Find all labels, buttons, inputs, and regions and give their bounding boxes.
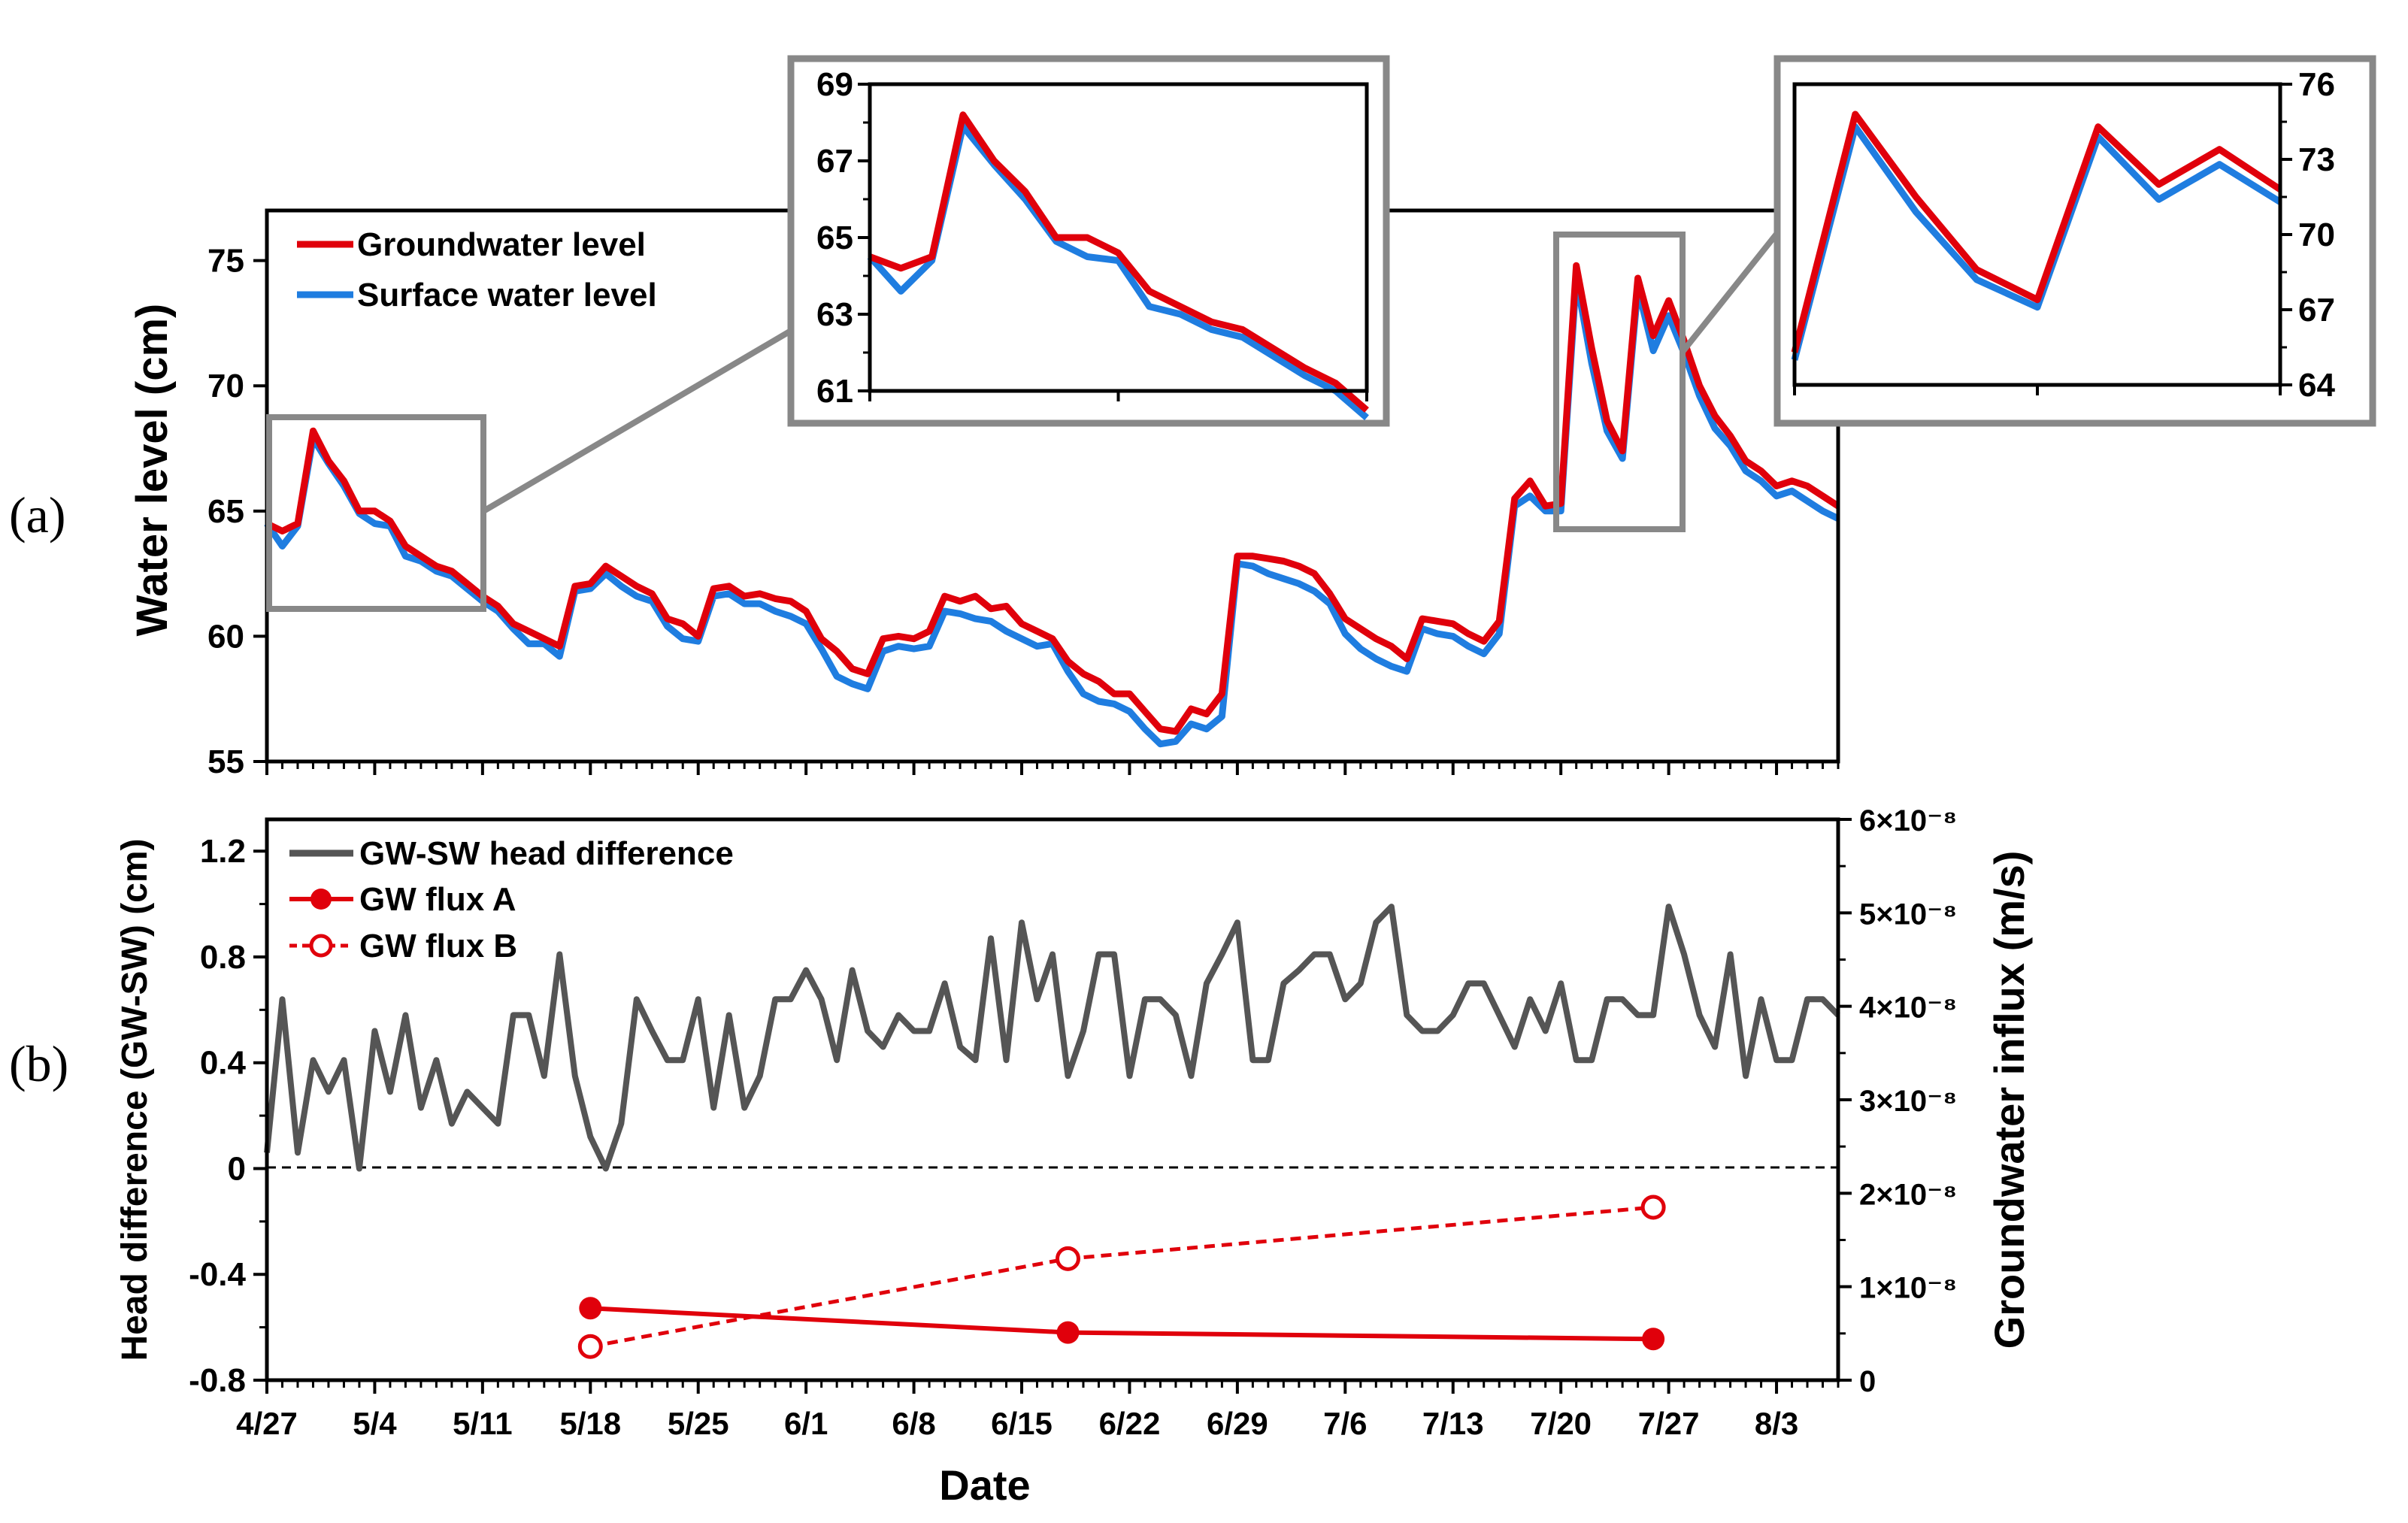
flux-a-point: [1056, 1321, 1080, 1344]
series-head-difference-line: [264, 904, 1840, 1172]
panel-a-label: (a): [9, 486, 65, 543]
y-tick-label: -0.8: [189, 1362, 246, 1399]
inset-1-groundwater-line: [868, 111, 1369, 413]
panel-b-y-label: Head difference (GW-SW) (cm): [115, 838, 155, 1361]
x-tick-label: 6/22: [1099, 1406, 1161, 1441]
x-tick-label: 5/25: [668, 1406, 729, 1441]
x-tick-label: 7/27: [1638, 1406, 1700, 1441]
inset-2-axes: 64 67 70 73 76: [1793, 66, 2335, 404]
x-tick-label: 5/11: [453, 1406, 512, 1441]
inset-2-groundwater-line: [1791, 111, 2282, 353]
inset-y-tick-label: 76: [2298, 66, 2335, 103]
series-groundwater-line: [265, 262, 1840, 735]
y-tick-label: 0.4: [200, 1045, 247, 1082]
y-right-tick-label: 4×10⁻⁸: [1859, 992, 1957, 1025]
panel-b-x-axis: 4/27 5/4 5/11 5/18 5/25 6/1 6/8 6/15 6/22 6/29 7/6…: [236, 1380, 1840, 1441]
flux-b-point: [577, 1334, 603, 1359]
inset-1-series: [867, 111, 1369, 421]
inset-1: 61 63 65 67 69: [787, 55, 1390, 427]
panel-a-series: [264, 262, 1840, 748]
panel-b-chart: -0.8 -0.4 0 0.4 0.8 1.2 0 1×10⁻⁸ 2×10⁻⁸ 3×10⁻⁸ 4×…: [115, 804, 2033, 1509]
x-tick-label: 8/3: [1755, 1406, 1798, 1441]
panel-b-right-y-axis: 0 1×10⁻⁸ 2×10⁻⁸ 3×10⁻⁸ 4×10⁻⁸ 5×10⁻⁸ 6×10⁻⁸: [1838, 804, 1957, 1398]
panel-b-x-label: Date: [939, 1461, 1030, 1509]
panel-b-label: (b): [9, 1035, 68, 1092]
panel-a-y-axis: 55 60 65 70 75: [207, 243, 267, 780]
inset-1-axes: 61 63 65 67 69: [816, 66, 1368, 410]
inset-2-series: [1791, 111, 2282, 361]
x-tick-label: 7/6: [1323, 1406, 1367, 1441]
inset-y-tick-label: 69: [816, 66, 853, 103]
inset-y-tick-label: 65: [816, 220, 853, 256]
y-right-tick-label: 6×10⁻⁸: [1859, 804, 1957, 837]
x-tick-label: 6/29: [1207, 1406, 1268, 1441]
panel-a-y-label: Water level (cm): [128, 304, 177, 637]
x-tick-label: 6/1: [784, 1406, 828, 1441]
legend-flux-b-marker: [309, 934, 333, 958]
y-right-tick-label: 3×10⁻⁸: [1859, 1085, 1957, 1118]
panel-b-series: [264, 904, 1840, 1359]
y-tick-label: 55: [207, 743, 244, 780]
zoom-connector-2: [1680, 231, 1780, 354]
y-tick-label: 70: [207, 368, 244, 404]
legend-flux-b-label: GW flux B: [359, 928, 517, 964]
inset-y-tick-label: 61: [816, 373, 853, 410]
flux-b-point: [1640, 1194, 1666, 1220]
flux-a-point: [579, 1297, 602, 1320]
inset-y-tick-label: 64: [2298, 367, 2335, 404]
y-right-tick-label: 1×10⁻⁸: [1859, 1272, 1957, 1305]
inset-2-surface-water-line: [1791, 123, 2282, 361]
y-tick-label: 0.8: [200, 939, 246, 976]
y-tick-label: 0: [228, 1150, 246, 1187]
flux-b-point: [1055, 1246, 1080, 1271]
y-tick-label: 65: [207, 493, 244, 530]
inset-y-tick-label: 73: [2298, 141, 2335, 178]
inset-y-tick-label: 63: [816, 296, 853, 333]
panel-b-legend: GW-SW head difference GW flux A GW flux …: [289, 835, 734, 964]
inset-y-tick-label: 67: [2298, 292, 2335, 329]
y-right-tick-label: 2×10⁻⁸: [1859, 1178, 1957, 1211]
panel-a-legend: Groundwater level Surface water level: [297, 226, 657, 313]
legend-flux-a-marker: [310, 889, 332, 910]
flux-a-point: [1642, 1328, 1665, 1351]
x-tick-label: 7/20: [1530, 1406, 1592, 1441]
legend-flux-a-label: GW flux A: [359, 881, 516, 918]
y-right-tick-label: 5×10⁻⁸: [1859, 898, 1957, 931]
y-tick-label: 75: [207, 243, 244, 280]
inset-2: 64 67 70 73 76: [1773, 55, 2376, 427]
x-tick-label: 7/13: [1422, 1406, 1484, 1441]
x-tick-label: 5/4: [353, 1406, 397, 1441]
legend-gw-label: Groundwater level: [357, 226, 646, 263]
y-right-tick-label: 0: [1859, 1365, 1876, 1398]
x-tick-label: 6/8: [892, 1406, 935, 1441]
legend-hd-label: GW-SW head difference: [359, 835, 734, 872]
series-flux-a-line: [590, 1306, 1654, 1342]
zoom-box-1: [266, 414, 486, 612]
panel-b-left-y-axis: -0.8 -0.4 0 0.4 0.8 1.2: [189, 833, 267, 1399]
panel-a-chart: 55 60 65 70 75 Water level (cm) Groundwater …: [128, 208, 1840, 780]
inset-y-tick-label: 70: [2298, 216, 2335, 253]
y-tick-label: 1.2: [200, 833, 246, 870]
legend-sw-label: Surface water level: [357, 277, 657, 313]
y-tick-label: -0.4: [189, 1256, 246, 1293]
x-tick-label: 5/18: [559, 1406, 621, 1441]
panel-b-y-label-right: Groundwater influx (m/s): [1985, 851, 2033, 1349]
inset-2-frame: [1773, 55, 2376, 427]
zoom-connector-1: [481, 328, 793, 514]
series-flux-b-line: [589, 1205, 1654, 1349]
x-tick-label: 4/27: [236, 1406, 298, 1441]
panel-a-x-ticks: [265, 762, 1840, 775]
y-tick-label: 60: [207, 618, 244, 655]
inset-y-tick-label: 67: [816, 143, 853, 180]
x-tick-label: 6/15: [991, 1406, 1053, 1441]
zoom-box-2: [1553, 232, 1686, 532]
